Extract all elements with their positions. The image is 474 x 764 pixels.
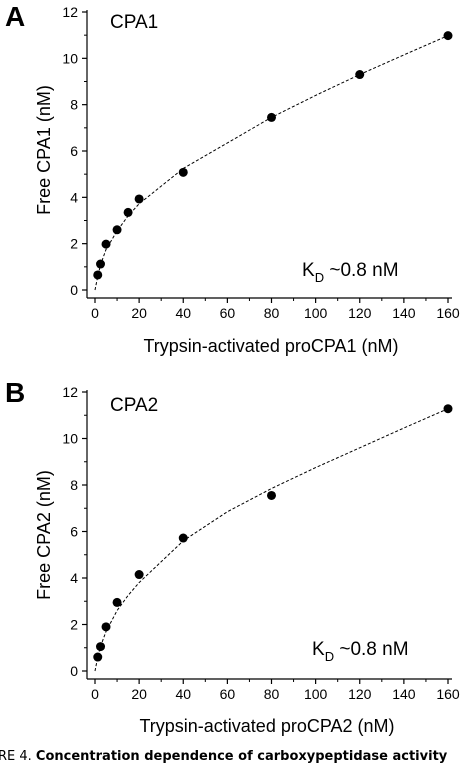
panel-b-chart: B CPA2 KD ~0.8 nM Trypsin-activated proC… bbox=[5, 377, 460, 736]
panel-a-chart: A CPA1 KD ~0.8 nM Trypsin-activated proC… bbox=[5, 1, 460, 356]
panel-b-data-point bbox=[443, 404, 453, 414]
panel-a-data-point bbox=[443, 31, 453, 41]
panel-a-data-point bbox=[178, 167, 188, 177]
panel-a-data-point bbox=[93, 270, 103, 280]
panel-b-data-point bbox=[96, 642, 106, 652]
kd-value: ~0.8 nM bbox=[334, 639, 408, 660]
kd-main: K bbox=[302, 260, 315, 281]
caption-prefix: RE 4. bbox=[0, 749, 36, 764]
panel-a-y-axis-title: Free CPA1 (nM) bbox=[34, 85, 54, 215]
panel-a-data-point bbox=[96, 259, 106, 269]
panel-a-y-tick-label: 2 bbox=[70, 236, 78, 252]
caption-text: Concentration dependence of carboxypepti… bbox=[36, 749, 448, 764]
panel-b-y-tick-label: 10 bbox=[62, 431, 78, 447]
panel-b-data-point bbox=[267, 490, 276, 500]
panel-a-data-point bbox=[134, 194, 144, 204]
panel-b-y-axis-title: Free CPA2 (nM) bbox=[34, 470, 54, 600]
panel-a-y-tick-label: 4 bbox=[70, 189, 78, 205]
panel-b-letter: B bbox=[5, 377, 25, 408]
panel-b-y-tick-label: 2 bbox=[70, 617, 78, 633]
panel-b-data-point bbox=[93, 652, 103, 662]
panel-a-x-tick-label: 60 bbox=[220, 305, 236, 321]
panel-a-x-tick-label: 100 bbox=[304, 305, 328, 321]
panel-b-x-tick-label: 100 bbox=[304, 686, 328, 702]
panel-b-data-point bbox=[112, 597, 122, 607]
panel-a-kd-annotation: KD ~0.8 nM bbox=[302, 260, 399, 285]
panel-b-title: CPA2 bbox=[110, 395, 158, 416]
panel-a-data-point bbox=[123, 207, 133, 217]
panel-b-x-tick-label: 120 bbox=[348, 686, 372, 702]
panel-a-y-tick-label: 8 bbox=[70, 97, 78, 113]
panel-b-y-tick-label: 8 bbox=[70, 477, 78, 493]
panel-b-x-tick-label: 60 bbox=[220, 686, 236, 702]
panel-a-data-point bbox=[101, 239, 111, 249]
panel-a-y-tick-label: 10 bbox=[62, 50, 78, 66]
panel-b-y-tick-label: 0 bbox=[70, 663, 78, 679]
panel-b-x-tick-label: 20 bbox=[131, 686, 147, 702]
panel-a-x-tick-label: 40 bbox=[175, 305, 191, 321]
figure-caption: RE 4. Concentration dependence of carbox… bbox=[0, 749, 448, 764]
panel-a-x-tick-label: 120 bbox=[348, 305, 372, 321]
kd-value: ~0.8 nM bbox=[324, 260, 398, 281]
panel-b-kd-annotation: KD ~0.8 nM bbox=[312, 639, 409, 664]
kd-main: K bbox=[312, 639, 325, 660]
panel-b-fit-curve bbox=[94, 408, 449, 672]
panel-a-y-tick-label: 12 bbox=[62, 4, 78, 20]
panel-a-data-point bbox=[355, 70, 365, 80]
panel-b-x-axis-title: Trypsin-activated proCPA2 (nM) bbox=[139, 716, 394, 736]
panel-b-x-tick-label: 40 bbox=[175, 686, 191, 702]
panel-a-x-tick-label: 160 bbox=[436, 305, 460, 321]
panel-b-data-point bbox=[101, 622, 111, 632]
panel-b-x-tick-label: 0 bbox=[91, 686, 99, 702]
panel-a-data-point bbox=[267, 112, 276, 122]
panel-b-x-tick-label: 160 bbox=[436, 686, 460, 702]
panel-b-y-tick-label: 6 bbox=[70, 524, 78, 540]
panel-b-x-tick-label: 140 bbox=[392, 686, 416, 702]
panel-a-y-tick-label: 0 bbox=[70, 282, 78, 298]
panel-a-x-tick-label: 0 bbox=[91, 305, 99, 321]
kd-subscript: D bbox=[315, 270, 324, 285]
kd-subscript: D bbox=[325, 649, 334, 664]
panel-b-data-point bbox=[178, 533, 188, 543]
panel-a-data-point bbox=[112, 225, 122, 235]
panel-a-title: CPA1 bbox=[110, 12, 158, 33]
panel-b-y-tick-label: 12 bbox=[62, 384, 78, 400]
panel-a-x-tick-label: 80 bbox=[264, 305, 280, 321]
panel-a-x-axis-title: Trypsin-activated proCPA1 (nM) bbox=[143, 336, 398, 356]
panel-a-y-tick-label: 6 bbox=[70, 143, 78, 159]
panel-a-fit-curve bbox=[94, 35, 449, 291]
panel-b-y-tick-label: 4 bbox=[70, 570, 78, 586]
panel-a-x-tick-label: 20 bbox=[131, 305, 147, 321]
panel-a-letter: A bbox=[5, 1, 25, 32]
panel-a-x-tick-label: 140 bbox=[392, 305, 416, 321]
panel-b-data-point bbox=[134, 570, 144, 580]
panel-b-x-tick-label: 80 bbox=[264, 686, 280, 702]
